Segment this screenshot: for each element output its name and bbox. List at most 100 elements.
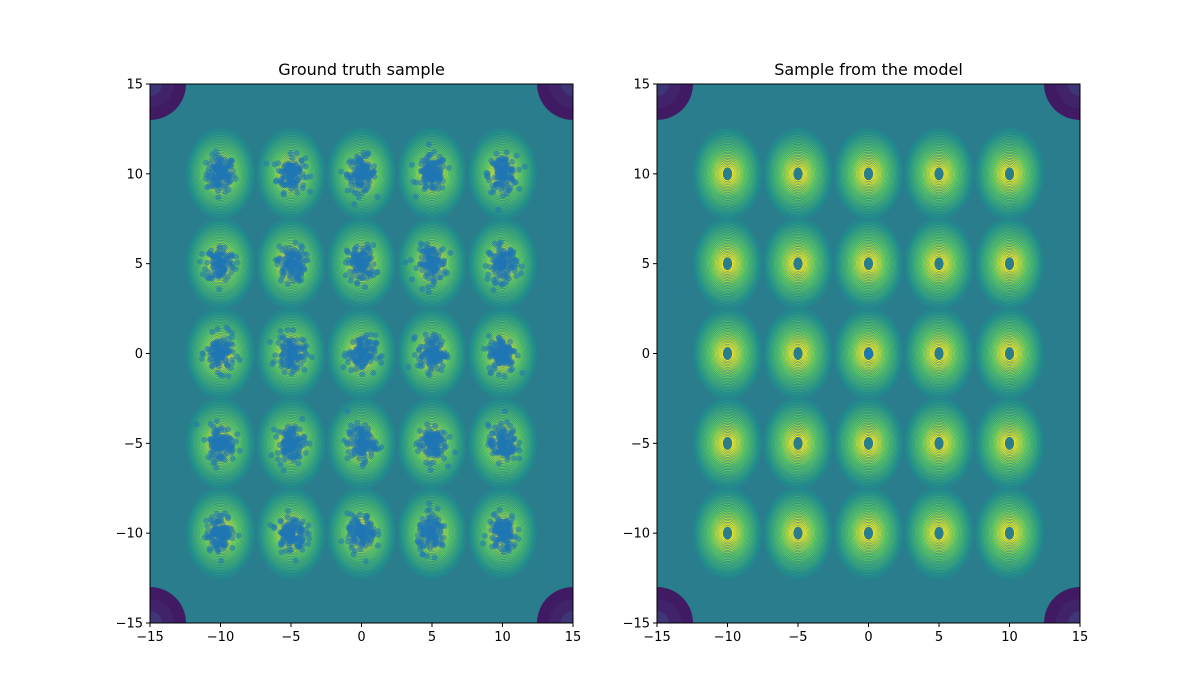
sample-point (413, 193, 420, 200)
contour-line (927, 158, 951, 190)
contour-line (264, 497, 318, 569)
sample-point (295, 262, 302, 269)
contour-line (904, 217, 974, 311)
contour-line (264, 407, 318, 480)
contour-line (403, 404, 461, 483)
contour-line (468, 308, 537, 399)
contour-line (845, 502, 892, 565)
contour-line (839, 494, 898, 572)
sample-point (272, 352, 279, 359)
contour-line (397, 396, 467, 490)
contour-line (785, 156, 811, 191)
sample-point (281, 456, 288, 463)
sample-point (431, 357, 438, 364)
contour-line (400, 131, 464, 216)
contour-line (479, 412, 526, 475)
contour-line (693, 308, 762, 399)
contour-line (405, 497, 459, 569)
sample-point (228, 157, 235, 164)
sample-point (507, 361, 514, 368)
sample-point (296, 528, 303, 535)
contour-line (474, 406, 531, 481)
sample-point (227, 162, 234, 169)
contour-line (479, 232, 526, 295)
y-tick-label: 10 (126, 167, 143, 182)
contour-line (475, 227, 530, 300)
sample-point (307, 173, 314, 180)
contour-line (922, 152, 956, 196)
sample-point (213, 338, 220, 345)
contour-line (714, 336, 741, 371)
y-tick-label: 15 (633, 78, 650, 93)
contour-line (855, 336, 882, 371)
contour-line (923, 243, 955, 284)
contour-line (189, 311, 252, 396)
contour-line (781, 152, 815, 196)
contour-line (847, 505, 890, 562)
sample-point (287, 453, 294, 460)
contour-line (994, 513, 1025, 554)
sample-point (222, 188, 229, 195)
sample-point (204, 534, 211, 541)
sample-point (510, 455, 517, 462)
contour-line (841, 497, 896, 569)
contour-line (405, 407, 459, 480)
contour-line (843, 319, 894, 388)
contour-line (982, 317, 1037, 390)
contour-line (477, 229, 528, 298)
contour-line (709, 328, 746, 379)
contour-line (913, 229, 965, 298)
contour-line (334, 407, 389, 480)
contour-line (932, 254, 946, 273)
contour-line (712, 423, 743, 464)
contour-line (908, 313, 970, 394)
contour-line (474, 495, 531, 571)
contour-line (332, 135, 391, 213)
sample-point (411, 334, 418, 341)
contour-line (196, 500, 245, 566)
sample-point (368, 266, 375, 273)
contour-line (407, 141, 457, 207)
contour-line (479, 142, 526, 205)
contour-line (774, 142, 822, 205)
contour-line (338, 412, 385, 475)
contour-line (993, 152, 1026, 196)
sample-point (436, 153, 443, 160)
sample-point (367, 358, 374, 365)
sample-point (371, 173, 378, 180)
contour-line (995, 334, 1024, 373)
contour-line (913, 409, 965, 478)
sample-point (491, 269, 498, 276)
contour-line (334, 138, 389, 210)
sample-point (364, 260, 371, 267)
contour-line (997, 427, 1022, 459)
contour-line (408, 232, 456, 295)
contour-line (984, 409, 1035, 478)
contour-line (905, 218, 973, 309)
contour-line (764, 218, 832, 309)
contour-line (928, 339, 950, 368)
contour-line (711, 242, 744, 286)
contour-line (846, 234, 891, 294)
sample-point (270, 426, 277, 433)
contour-line (833, 396, 904, 490)
contour-line (185, 306, 256, 401)
sample-point (356, 511, 363, 518)
contour-line (933, 435, 945, 451)
contour-line (336, 229, 387, 298)
contour-line (981, 406, 1038, 481)
sample-point (295, 268, 302, 275)
contour-line (692, 217, 763, 311)
sample-point (358, 363, 365, 370)
sample-point (497, 443, 504, 450)
sample-point (489, 345, 496, 352)
contour-line (477, 319, 528, 388)
sample-point (503, 518, 510, 525)
contour-line (696, 401, 759, 486)
sample-point (305, 530, 312, 537)
contour-line (767, 492, 829, 574)
contour-line (266, 410, 316, 476)
sample-point (294, 436, 301, 443)
contour-line (1000, 161, 1019, 187)
contour-line (919, 417, 959, 470)
